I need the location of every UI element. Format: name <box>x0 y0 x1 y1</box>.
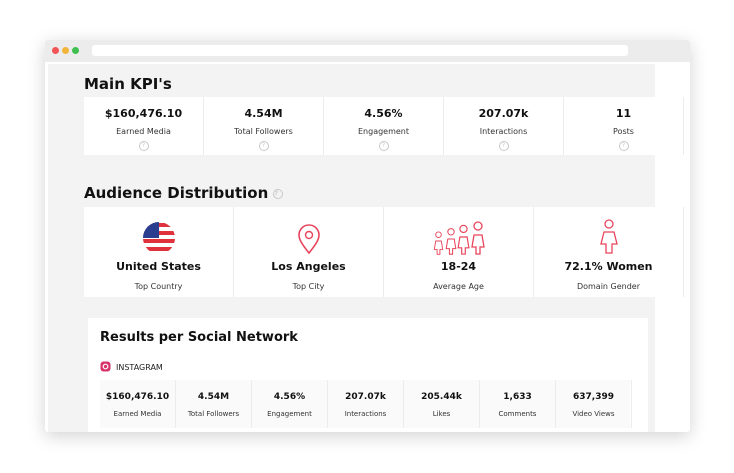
metric: United States Top Country <box>84 207 234 297</box>
browser-window: Main KPI's $160,476.10 Earned Media? 4.54M… <box>45 40 690 432</box>
metric: 207.07k Interactions? <box>444 97 564 155</box>
icon <box>297 224 320 255</box>
metric-value: 1,633 <box>503 392 532 402</box>
metric: 637,399 Video Views <box>556 380 632 428</box>
section-title: Main KPI's <box>84 75 172 93</box>
help-icon[interactable]: ? <box>273 188 284 199</box>
metric-label: Earned Media <box>116 127 171 136</box>
metric-value: 207.07k <box>478 107 529 120</box>
icon <box>142 222 175 254</box>
metric-icon <box>84 219 233 255</box>
help-icon[interactable]: ? <box>258 141 269 151</box>
url-bar[interactable] <box>92 45 628 56</box>
close-dot[interactable] <box>52 47 59 54</box>
metric: Los Angeles Top City <box>234 207 384 297</box>
metric-value: $160,476.10 <box>105 392 170 402</box>
metric-icon <box>534 219 683 255</box>
metric-value: 207.07k <box>345 392 386 402</box>
metric: 4.54M Total Followers <box>176 380 252 428</box>
icon <box>599 219 618 254</box>
metric-icon <box>234 219 383 255</box>
metric: 18-24 Average Age <box>384 207 534 297</box>
metric-value: Los Angeles <box>271 260 346 273</box>
metric-label: Earned Media <box>113 410 162 418</box>
title-bar <box>45 40 690 62</box>
kpi-card: $160,476.10 Earned Media? 4.54M Total Follo… <box>84 97 684 155</box>
metric: 11 Posts? <box>564 97 684 155</box>
metric-value: 11 <box>615 107 632 120</box>
metric-label: Top City <box>292 282 325 291</box>
metric-label: Interactions <box>344 410 387 418</box>
metric-value: 4.56% <box>364 107 403 120</box>
minimize-dot[interactable] <box>62 47 69 54</box>
maximize-dot[interactable] <box>72 47 79 54</box>
metric-label: Total Followers <box>234 127 293 136</box>
section-title: Audience Distribution ? <box>84 184 284 202</box>
metric-icon <box>384 219 533 255</box>
metric-label: Average Age <box>433 282 484 291</box>
metric-label: Top Country <box>134 282 183 291</box>
metric-label: Posts <box>613 127 634 136</box>
metric: 207.07k Interactions <box>328 380 404 428</box>
metric-value: 637,399 <box>573 392 614 402</box>
metric-value: 72.1% Women <box>564 260 653 273</box>
metric-label: Video Views <box>572 410 615 418</box>
metric: 205.44k Likes <box>404 380 480 428</box>
metric-label: Domain Gender <box>576 282 641 291</box>
section-title: Results per Social Network <box>100 330 298 345</box>
audience-card: United States Top Country Los Angeles Top C… <box>84 207 684 297</box>
metric-label: Interactions <box>479 127 528 136</box>
instagram-icon <box>100 361 111 372</box>
metric-label: Total Followers <box>187 410 240 418</box>
metric: 4.56% Engagement <box>252 380 328 428</box>
results-panel: Results per Social Network INSTAGRAM $16… <box>88 318 648 432</box>
icon <box>433 221 485 255</box>
metric: 4.54M Total Followers? <box>204 97 324 155</box>
metric-value: 18-24 <box>440 260 477 273</box>
dashboard: Main KPI's $160,476.10 Earned Media? 4.54M… <box>48 64 684 432</box>
metric: $160,476.10 Earned Media? <box>84 97 204 155</box>
metric-value: 205.44k <box>421 392 462 402</box>
metric: 72.1% Women Domain Gender <box>534 207 684 297</box>
metric-label: Engagement <box>267 410 312 418</box>
metric: $160,476.10 Earned Media <box>100 380 176 428</box>
help-icon[interactable]: ? <box>138 141 149 151</box>
metric-value: $160,476.10 <box>104 107 183 120</box>
help-icon[interactable]: ? <box>378 141 389 151</box>
metric-value: 4.56% <box>273 392 306 402</box>
network-name: INSTAGRAM <box>116 363 163 372</box>
title-text: Audience Distribution <box>84 184 269 202</box>
help-icon[interactable]: ? <box>618 141 629 151</box>
help-icon[interactable]: ? <box>498 141 509 151</box>
metric-label: Engagement <box>357 127 410 136</box>
metric-value: 4.54M <box>197 392 230 402</box>
metric-label: Comments <box>498 410 537 418</box>
metric-value: 4.54M <box>244 107 283 120</box>
metric-value: United States <box>116 260 201 273</box>
metric: 1,633 Comments <box>480 380 556 428</box>
results-card: $160,476.10 Earned Media 4.54M Total Follow… <box>100 380 632 428</box>
metric-label: Likes <box>432 410 451 418</box>
metric: 4.56% Engagement? <box>324 97 444 155</box>
